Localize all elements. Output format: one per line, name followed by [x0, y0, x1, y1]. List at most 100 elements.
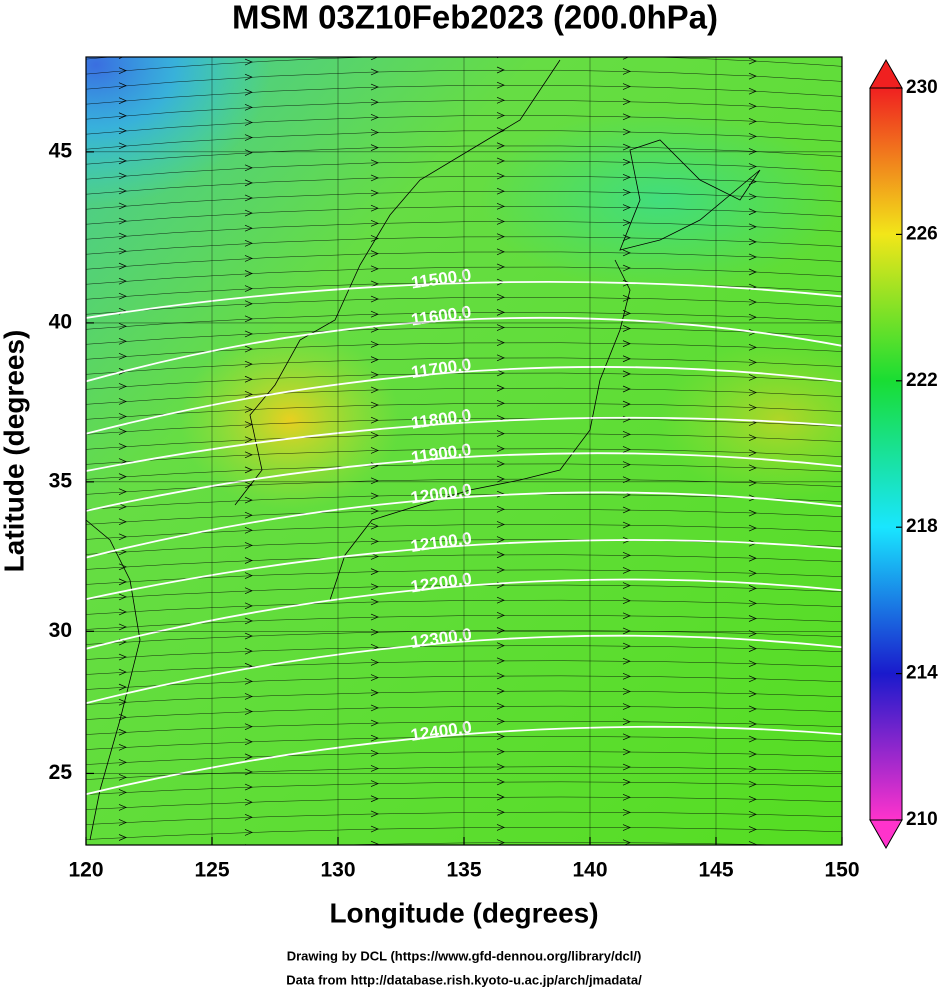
stream-arrow [748, 148, 757, 155]
stream-arrow [496, 66, 505, 74]
field: 11500.011600.011700.011800.011900.012000… [86, 57, 842, 876]
stream-arrow [496, 233, 505, 240]
stream-arrow [370, 250, 379, 257]
stream-arrow [244, 360, 253, 368]
stream-arrow [496, 369, 505, 377]
stream-arrow [622, 642, 631, 650]
stream-arrow [370, 765, 379, 772]
stream-arrow [370, 734, 379, 742]
stream-arrow [748, 163, 757, 170]
y-tick-label: 30 [49, 619, 72, 642]
stream-arrow [118, 217, 127, 225]
stream-arrow [748, 585, 757, 592]
stream-arrow [118, 383, 127, 390]
stream-arrow [370, 129, 379, 136]
stream-arrow [622, 718, 631, 726]
stream-arrow [496, 778, 505, 786]
stream-arrow [748, 449, 757, 457]
stream-arrow [244, 285, 253, 292]
stream-arrow [622, 370, 631, 378]
stream-arrow [622, 673, 631, 680]
stream-arrow [748, 615, 757, 622]
stream-arrow [496, 339, 505, 346]
coastline [329, 259, 631, 601]
stream-arrow [118, 774, 127, 781]
stream-arrow [622, 688, 631, 695]
stream-arrow [244, 511, 253, 519]
coastline [619, 139, 761, 251]
stream-arrow [622, 597, 631, 605]
stream-arrow [370, 295, 379, 303]
stream-arrow [244, 436, 253, 443]
stream-arrow [370, 280, 379, 288]
stream-arrow [496, 824, 505, 831]
chart-title: MSM 03Z10Feb2023 (200.0hPa) [232, 0, 718, 36]
stream-arrow [118, 247, 127, 255]
stream-arrow [118, 698, 127, 706]
stream-arrow [496, 157, 505, 165]
y-tick-label: 25 [49, 761, 73, 784]
stream-arrow [370, 659, 379, 666]
stream-arrow [496, 566, 505, 574]
stream-arrow [118, 428, 127, 435]
stream-arrow [244, 194, 253, 202]
stream-arrow [118, 789, 127, 796]
stream-arrow [370, 98, 379, 106]
stream-arrow [622, 128, 631, 136]
stream-arrow [118, 683, 127, 691]
stream-arrow [496, 430, 505, 437]
stream-arrow [244, 496, 253, 504]
stream-arrow [370, 432, 379, 439]
stream-arrow [496, 748, 505, 756]
stream-arrow [496, 112, 505, 119]
stream-arrow [622, 824, 631, 831]
stream-arrow [118, 443, 127, 450]
stream-arrow [496, 460, 505, 468]
stream-arrow [496, 187, 505, 195]
coastline [86, 519, 141, 841]
stream-arrow [118, 277, 127, 285]
stream-arrow [748, 87, 757, 95]
stream-arrow [748, 811, 757, 818]
stream-arrow [244, 678, 253, 685]
stream-arrow [748, 72, 757, 80]
stream-arrow [244, 768, 253, 776]
stream-arrow [244, 58, 253, 66]
coastline [234, 59, 561, 506]
stream-arrow [118, 292, 127, 300]
stream-arrow [118, 67, 127, 74]
credit: Drawing by DCL (https://www.gfd-dennou.o… [287, 948, 642, 963]
x-tick-label: 120 [68, 859, 103, 882]
stream-arrow [370, 613, 379, 621]
stream-arrow [622, 143, 631, 151]
stream-arrow [118, 157, 127, 165]
stream-arrow [496, 263, 505, 271]
stream-arrow [371, 856, 378, 862]
stream-arrow [748, 208, 757, 216]
stream-arrow [748, 298, 757, 306]
stream-arrow [748, 509, 757, 517]
streamline [86, 57, 842, 75]
stream-arrow [748, 464, 757, 472]
stream-arrow [623, 870, 630, 876]
stream-arrow [748, 253, 757, 261]
stream-arrow [622, 355, 631, 363]
stream-arrow [244, 723, 253, 730]
stream-arrow [622, 83, 631, 90]
stream-arrow [244, 526, 253, 534]
stream-arrow [496, 702, 505, 710]
stream-arrow [370, 371, 379, 379]
stream-arrow [118, 337, 127, 345]
stream-arrow [118, 112, 127, 120]
stream-arrow [622, 113, 631, 121]
stream-arrow [370, 568, 379, 575]
stream-arrow [370, 810, 379, 818]
stream-arrow [622, 219, 631, 226]
stream-arrow [496, 354, 505, 362]
stream-arrow [244, 708, 253, 715]
stream-arrow [370, 492, 379, 500]
stream-arrow [748, 765, 757, 773]
stream-arrow [622, 385, 631, 393]
x-tick-label: 145 [698, 859, 733, 882]
stream-arrow [622, 57, 630, 60]
